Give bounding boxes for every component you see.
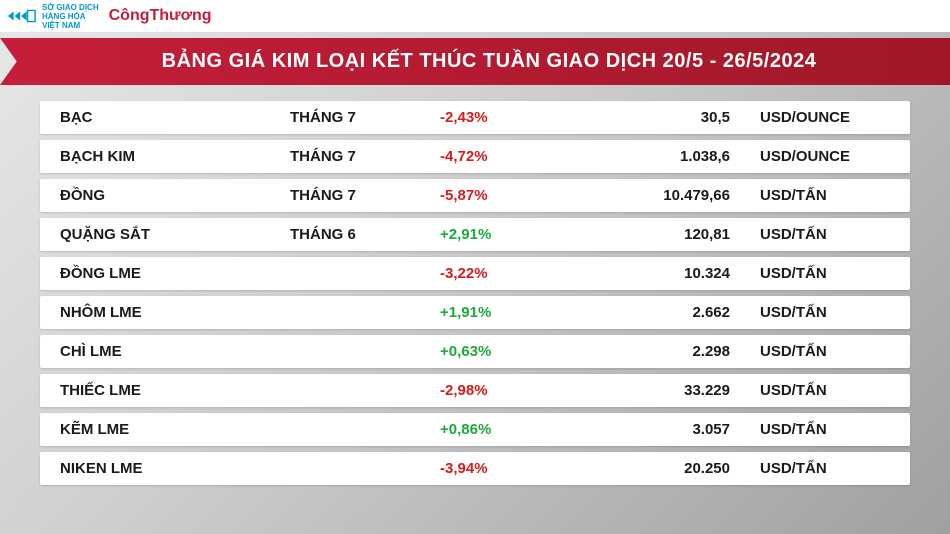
price-value: 2.298 [590, 343, 760, 360]
commodity-name: KẼM LME [60, 421, 290, 438]
commodity-name: BẠC [60, 109, 290, 126]
sgd-line-1: SỞ GIAO DỊCH [42, 3, 99, 12]
contract-month: THÁNG 7 [290, 109, 440, 126]
percent-change: +1,91% [440, 304, 590, 321]
percent-change: -5,87% [440, 187, 590, 204]
price-value: 120,81 [590, 226, 760, 243]
contract-month: THÁNG 7 [290, 148, 440, 165]
contract-month: THÁNG 6 [290, 226, 440, 243]
price-unit: USD/TẤN [760, 226, 890, 243]
logo-congthuong: CôngThương [109, 7, 212, 25]
commodity-name: NHÔM LME [60, 304, 290, 321]
sgd-text: SỞ GIAO DỊCH HÀNG HÓA VIỆT NAM [42, 3, 99, 30]
percent-change: -2,43% [440, 109, 590, 126]
sgd-icon [8, 6, 36, 26]
table-row: NHÔM LME +1,91%2.662USD/TẤN [40, 296, 910, 329]
commodity-name: CHÌ LME [60, 343, 290, 360]
table-row: KẼM LME +0,86%3.057USD/TẤN [40, 413, 910, 446]
table-row: QUẶNG SẮTTHÁNG 6+2,91%120,81USD/TẤN [40, 218, 910, 251]
percent-change: -3,94% [440, 460, 590, 477]
price-value: 33.229 [590, 382, 760, 399]
price-unit: USD/TẤN [760, 460, 890, 477]
title-arrow-notch [0, 38, 28, 85]
commodity-name: QUẶNG SẮT [60, 226, 290, 243]
table-row: NIKEN LME -3,94%20.250USD/TẤN [40, 452, 910, 485]
percent-change: -3,22% [440, 265, 590, 282]
price-value: 30,5 [590, 109, 760, 126]
page-title: BẢNG GIÁ KIM LOẠI KẾT THÚC TUẦN GIAO DỊC… [28, 38, 950, 85]
price-value: 1.038,6 [590, 148, 760, 165]
price-unit: USD/TẤN [760, 304, 890, 321]
price-unit: USD/TẤN [760, 187, 890, 204]
table-row: CHÌ LME +0,63%2.298USD/TẤN [40, 335, 910, 368]
percent-change: -2,98% [440, 382, 590, 399]
table-row: THIẾC LME -2,98%33.229USD/TẤN [40, 374, 910, 407]
percent-change: -4,72% [440, 148, 590, 165]
price-unit: USD/TẤN [760, 421, 890, 438]
price-value: 10.324 [590, 265, 760, 282]
logo-sgd: SỞ GIAO DỊCH HÀNG HÓA VIỆT NAM [8, 3, 99, 30]
contract-month: THÁNG 7 [290, 187, 440, 204]
commodity-name: ĐỒNG LME [60, 265, 290, 282]
commodity-name: THIẾC LME [60, 382, 290, 399]
table-row: ĐỒNGTHÁNG 7-5,87%10.479,66USD/TẤN [40, 179, 910, 212]
sgd-line-3: VIỆT NAM [42, 21, 99, 30]
commodity-name: BẠCH KIM [60, 148, 290, 165]
percent-change: +2,91% [440, 226, 590, 243]
table-row: BẠCTHÁNG 7-2,43%30,5USD/OUNCE [40, 101, 910, 134]
table-row: BẠCH KIMTHÁNG 7-4,72%1.038,6USD/OUNCE [40, 140, 910, 173]
table-row: ĐỒNG LME -3,22%10.324USD/TẤN [40, 257, 910, 290]
price-unit: USD/OUNCE [760, 148, 890, 165]
price-unit: USD/TẤN [760, 265, 890, 282]
header-bar: SỞ GIAO DỊCH HÀNG HÓA VIỆT NAM CôngThươn… [0, 0, 950, 32]
sgd-line-2: HÀNG HÓA [42, 12, 99, 21]
price-unit: USD/OUNCE [760, 109, 890, 126]
commodity-name: NIKEN LME [60, 460, 290, 477]
price-value: 3.057 [590, 421, 760, 438]
slide-container: SỞ GIAO DỊCH HÀNG HÓA VIỆT NAM CôngThươn… [0, 0, 950, 534]
price-unit: USD/TẤN [760, 343, 890, 360]
price-value: 20.250 [590, 460, 760, 477]
commodity-name: ĐỒNG [60, 187, 290, 204]
percent-change: +0,86% [440, 421, 590, 438]
title-banner-wrap: BẢNG GIÁ KIM LOẠI KẾT THÚC TUẦN GIAO DỊC… [0, 38, 950, 85]
price-unit: USD/TẤN [760, 382, 890, 399]
price-value: 10.479,66 [590, 187, 760, 204]
price-value: 2.662 [590, 304, 760, 321]
price-table: BẠCTHÁNG 7-2,43%30,5USD/OUNCEBẠCH KIMTHÁ… [0, 85, 950, 501]
percent-change: +0,63% [440, 343, 590, 360]
